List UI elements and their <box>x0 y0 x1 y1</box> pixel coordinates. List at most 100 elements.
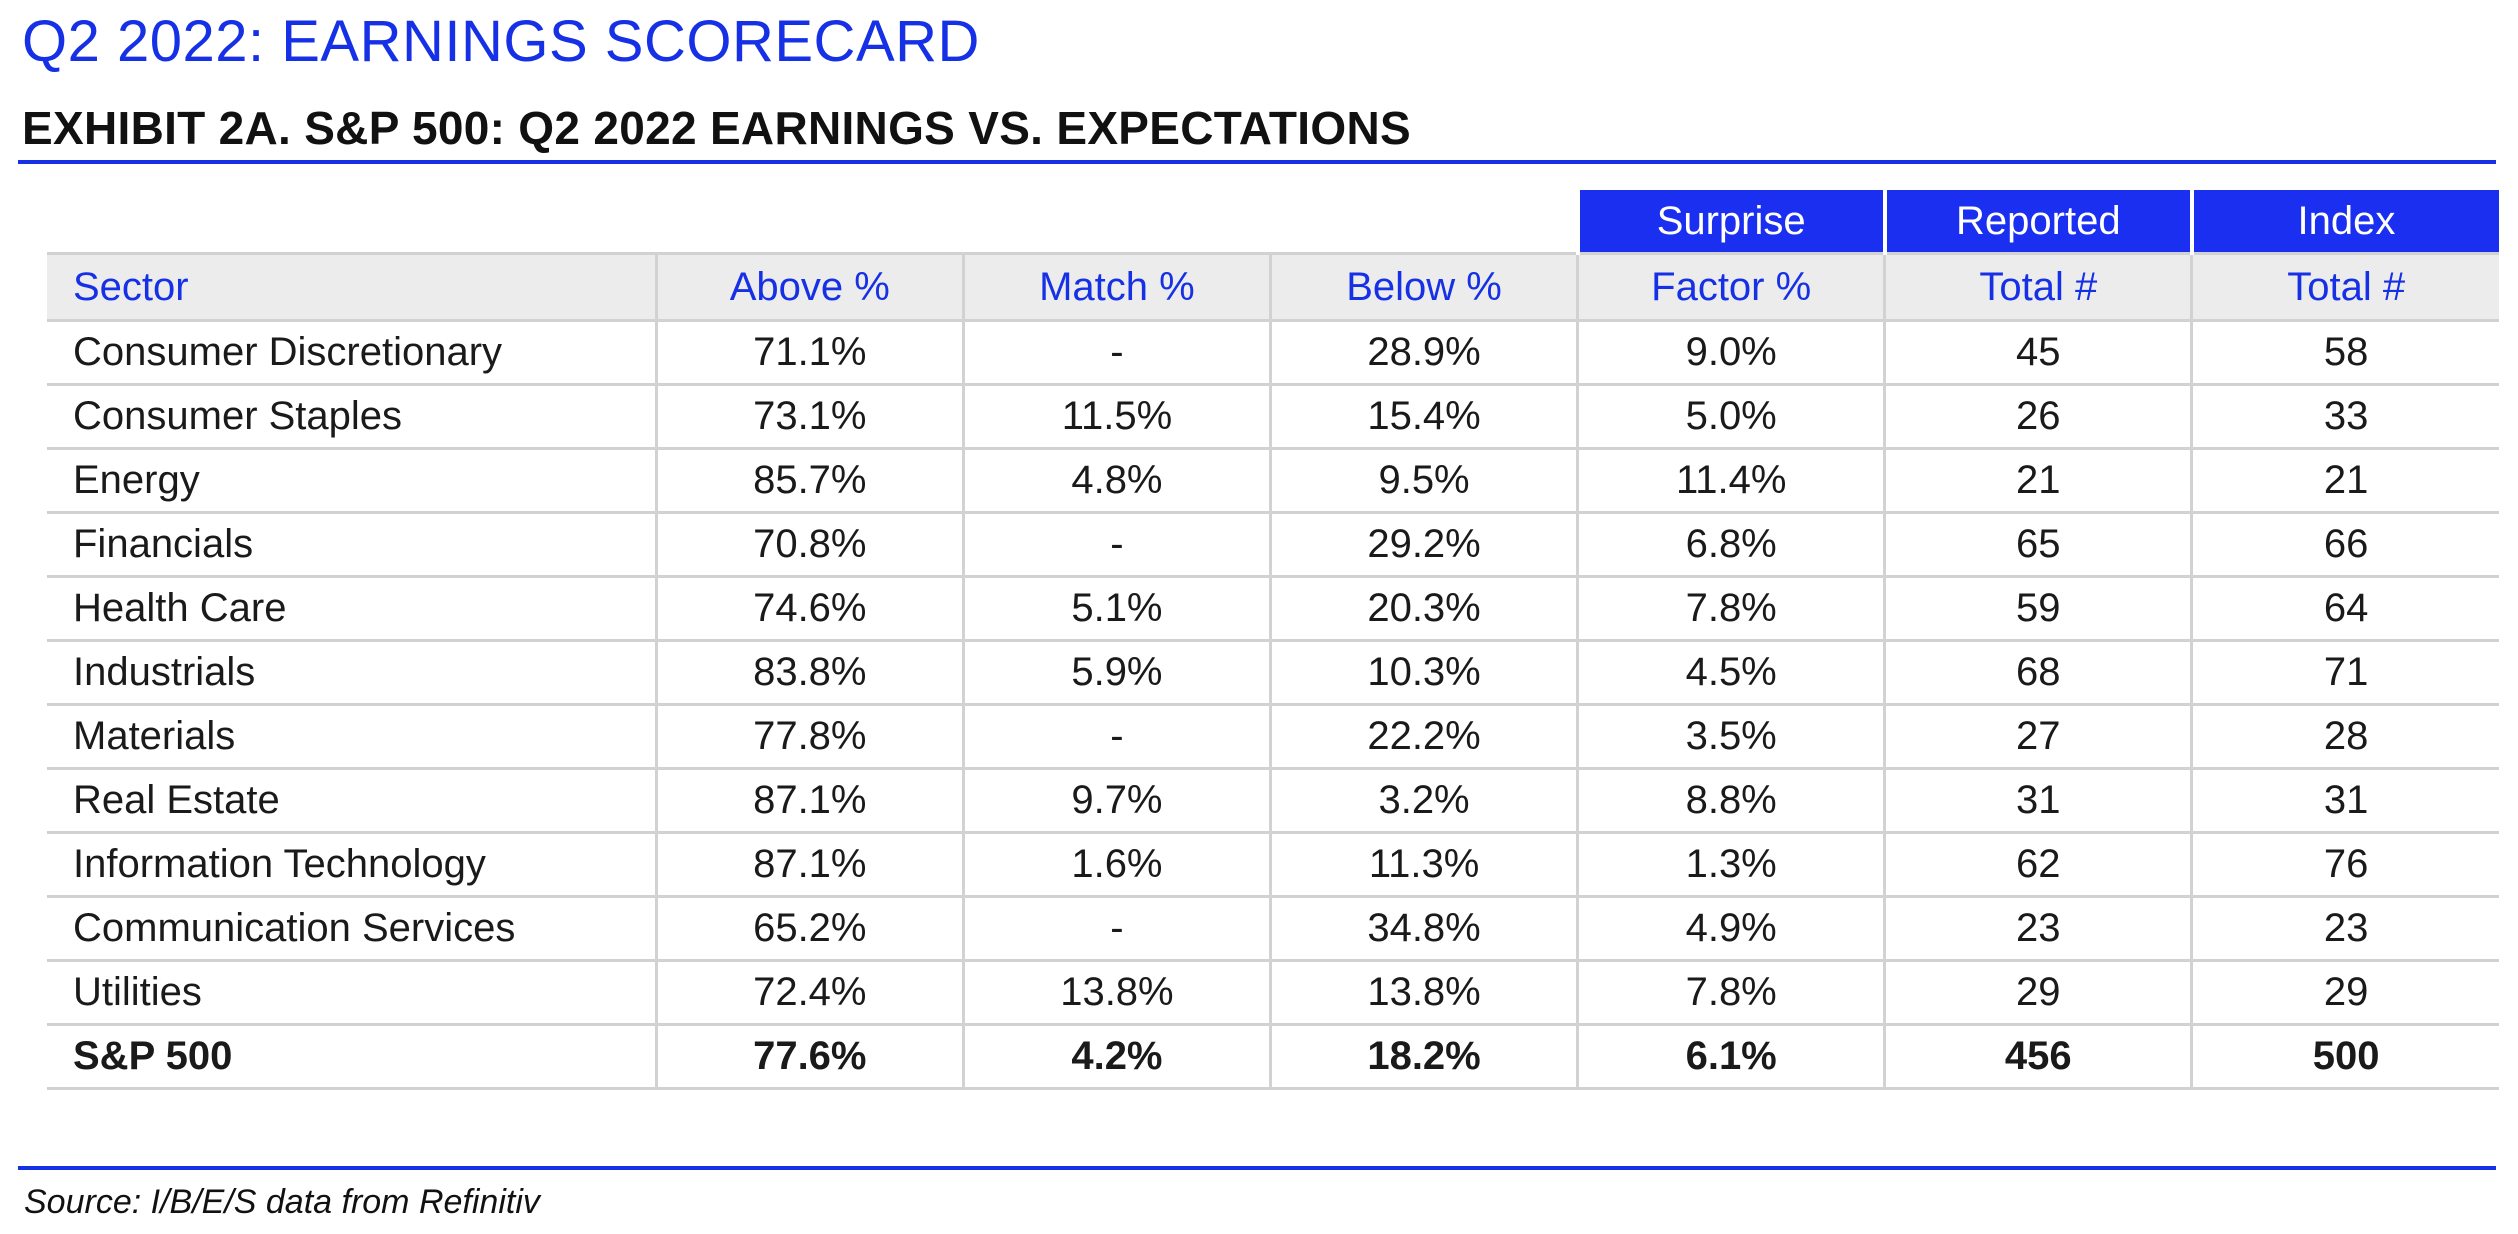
value-cell: 9.7% <box>961 768 1271 834</box>
footer-divider <box>18 1166 2496 1170</box>
value-cell: 9.0% <box>1576 320 1885 386</box>
header-group-row: Surprise Reported Index <box>47 190 2499 254</box>
table-row: Consumer Staples 73.1% 11.5% 15.4% 5.0% 26 33 <box>47 384 2499 450</box>
table-row: Consumer Discretionary 71.1% -28.9% 9.0% 45 5… <box>47 320 2499 386</box>
value-cell: - <box>961 896 1271 962</box>
header-group-surprise: Surprise <box>1575 190 1885 254</box>
table-row: Communication Services 65.2% -34.8% 4.9% 23 2… <box>47 896 2499 962</box>
table-row: Health Care 74.6% 5.1% 20.3% 7.8% 59 64 <box>47 576 2499 642</box>
value-cell: 1.3% <box>1576 832 1885 898</box>
header-group-cell <box>656 190 963 254</box>
value-cell: 64 <box>2190 576 2499 642</box>
sector-cell: Communication Services <box>47 896 657 962</box>
value-cell: 71.1% <box>654 320 964 386</box>
value-cell: 29.2% <box>1268 512 1578 578</box>
value-cell: 68 <box>1883 640 2192 706</box>
column-header-sector: Sector <box>47 252 657 322</box>
value-cell: 28.9% <box>1268 320 1578 386</box>
value-cell: 58 <box>2190 320 2499 386</box>
value-cell: 33 <box>2190 384 2499 450</box>
value-cell: - <box>961 512 1271 578</box>
header-group-cell <box>1270 190 1577 254</box>
value-cell: 31 <box>2190 768 2499 834</box>
value-cell: 7.8% <box>1576 960 1885 1026</box>
value-cell: 3.5% <box>1576 704 1885 770</box>
exhibit-title: EXHIBIT 2A. S&P 500: Q2 2022 EARNINGS VS… <box>22 102 1411 154</box>
value-cell: 27 <box>1883 704 2192 770</box>
value-cell: 18.2% <box>1268 1024 1578 1090</box>
value-cell: 11.4% <box>1576 448 1885 514</box>
sector-cell: Utilities <box>47 960 657 1026</box>
value-cell: - <box>961 320 1271 386</box>
value-cell: 4.2% <box>961 1024 1271 1090</box>
value-cell: 7.8% <box>1576 576 1885 642</box>
table-row: Real Estate 87.1% 9.7% 3.2% 8.8% 31 31 <box>47 768 2499 834</box>
value-cell: 29 <box>2190 960 2499 1026</box>
value-cell: 8.8% <box>1576 768 1885 834</box>
table-row: Information Technology 87.1% 1.6% 11.3% 1.3%… <box>47 832 2499 898</box>
value-cell: 22.2% <box>1268 704 1578 770</box>
value-cell: 34.8% <box>1268 896 1578 962</box>
sector-cell: Financials <box>47 512 657 578</box>
value-cell: 23 <box>2190 896 2499 962</box>
sector-cell: Materials <box>47 704 657 770</box>
value-cell: 73.1% <box>654 384 964 450</box>
value-cell: 59 <box>1883 576 2192 642</box>
value-cell: 65 <box>1883 512 2192 578</box>
value-cell: 74.6% <box>654 576 964 642</box>
title-divider <box>18 160 2496 164</box>
header-group-index: Index <box>2189 190 2499 254</box>
value-cell: 31 <box>1883 768 2192 834</box>
value-cell: 5.9% <box>961 640 1271 706</box>
value-cell: 13.8% <box>961 960 1271 1026</box>
table-row: Energy 85.7% 4.8% 9.5% 11.4% 21 21 <box>47 448 2499 514</box>
table-row: Industrials 83.8% 5.9% 10.3% 4.5% 68 71 <box>47 640 2499 706</box>
value-cell: 4.8% <box>961 448 1271 514</box>
value-cell: 13.8% <box>1268 960 1578 1026</box>
value-cell: 4.5% <box>1576 640 1885 706</box>
value-cell: 87.1% <box>654 768 964 834</box>
sector-cell: Consumer Discretionary <box>47 320 657 386</box>
value-cell: 15.4% <box>1268 384 1578 450</box>
value-cell: 26 <box>1883 384 2192 450</box>
value-cell: 21 <box>1883 448 2192 514</box>
header-group-reported: Reported <box>1882 190 2192 254</box>
value-cell: 11.3% <box>1268 832 1578 898</box>
sector-cell: Industrials <box>47 640 657 706</box>
header-group-cell <box>963 190 1270 254</box>
column-header-above: Above % <box>654 252 964 322</box>
value-cell: 28 <box>2190 704 2499 770</box>
value-cell: 456 <box>1883 1024 2192 1090</box>
value-cell: 3.2% <box>1268 768 1578 834</box>
value-cell: 83.8% <box>654 640 964 706</box>
table-row: Materials 77.8% -22.2% 3.5% 27 28 <box>47 704 2499 770</box>
column-header-row: Sector Above % Match % Below % Factor % … <box>47 252 2499 322</box>
source-note: Source: I/B/E/S data from Refinitiv <box>24 1183 540 1221</box>
sector-cell: Consumer Staples <box>47 384 657 450</box>
value-cell: 4.9% <box>1576 896 1885 962</box>
value-cell: 76 <box>2190 832 2499 898</box>
value-cell: 87.1% <box>654 832 964 898</box>
value-cell: 65.2% <box>654 896 964 962</box>
sector-cell: Real Estate <box>47 768 657 834</box>
value-cell: 10.3% <box>1268 640 1578 706</box>
value-cell: 71 <box>2190 640 2499 706</box>
value-cell: 77.6% <box>654 1024 964 1090</box>
sector-cell: Information Technology <box>47 832 657 898</box>
value-cell: 1.6% <box>961 832 1271 898</box>
value-cell: 23 <box>1883 896 2192 962</box>
value-cell: 20.3% <box>1268 576 1578 642</box>
value-cell: 66 <box>2190 512 2499 578</box>
value-cell: 77.8% <box>654 704 964 770</box>
value-cell: 6.8% <box>1576 512 1885 578</box>
total-row: S&P 500 77.6% 4.2% 18.2% 6.1% 456 500 <box>47 1024 2499 1090</box>
value-cell: 70.8% <box>654 512 964 578</box>
value-cell: 62 <box>1883 832 2192 898</box>
earnings-scorecard-table: Surprise Reported Index Sector Above % M… <box>47 190 2499 1090</box>
sector-cell: Health Care <box>47 576 657 642</box>
table-row: Financials 70.8% -29.2% 6.8% 65 66 <box>47 512 2499 578</box>
column-header-match: Match % <box>961 252 1271 322</box>
value-cell: 9.5% <box>1268 448 1578 514</box>
sector-cell: Energy <box>47 448 657 514</box>
column-header-index-total: Total # <box>2190 252 2499 322</box>
